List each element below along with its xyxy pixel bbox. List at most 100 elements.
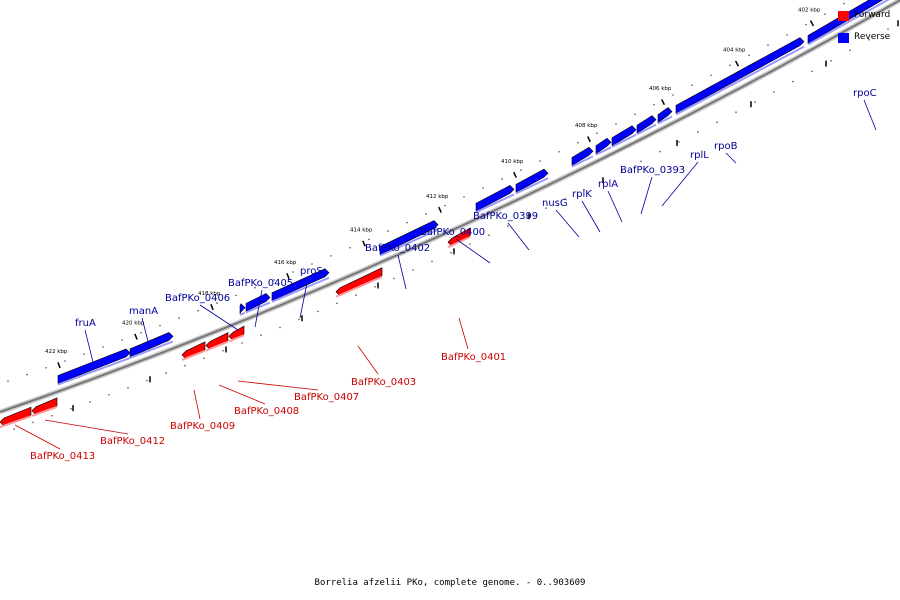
gene-features[interactable] xyxy=(0,0,900,428)
tick-mark xyxy=(362,240,366,247)
label-reverse-12-leader xyxy=(199,304,239,331)
gene-reverse-frua[interactable] xyxy=(57,348,131,384)
gene-reverse-bafpko-0405-shadow xyxy=(245,301,271,314)
guide-dot-upper xyxy=(482,187,484,189)
guide-dot-upper xyxy=(444,204,446,207)
tick-mark xyxy=(734,60,740,67)
guide-dot-lower xyxy=(279,326,281,329)
gene-forward-bafpko-0413-shadow xyxy=(0,415,32,428)
guide-dot-lower xyxy=(868,38,870,41)
label-forward-0-leader xyxy=(458,317,469,350)
gene-reverse-bafpko-0406[interactable] xyxy=(239,303,246,314)
gene-reverse-rpoc[interactable] xyxy=(807,0,900,44)
tick-label: 412 kbp xyxy=(426,194,449,200)
guide-dot-lower xyxy=(507,225,509,227)
guide-dot-upper xyxy=(406,221,408,224)
label-reverse-7: BafPKo_0399 xyxy=(473,211,538,222)
guide-dot-upper xyxy=(121,339,123,341)
label-reverse-10-leader xyxy=(299,277,309,319)
gene-reverse-rpla[interactable] xyxy=(611,125,637,147)
tick-mark xyxy=(660,99,666,106)
guide-dot-upper xyxy=(273,279,275,281)
gene-reverse-rpll[interactable] xyxy=(657,107,673,124)
guide-dot-upper xyxy=(710,74,712,77)
guide-dot-upper xyxy=(463,196,465,198)
label-reverse-1-leader xyxy=(725,152,737,164)
gene-reverse-bafpko-0399[interactable] xyxy=(515,168,549,193)
label-reverse-3-leader xyxy=(640,176,653,215)
guide-dot-upper xyxy=(102,346,104,348)
gene-reverse-bafpko-0402[interactable] xyxy=(379,220,439,256)
label-reverse-4-leader xyxy=(607,190,623,223)
guide-dot-upper xyxy=(539,160,541,162)
legend-item-forward: Forward xyxy=(838,9,890,22)
guide-dot-upper xyxy=(501,178,503,180)
guide-dot-lower xyxy=(222,349,224,352)
guide-dot-lower xyxy=(811,70,813,73)
guide-dot-upper xyxy=(349,246,351,249)
guide-dot-upper xyxy=(26,373,28,376)
gene-reverse-rpob[interactable] xyxy=(675,37,805,114)
gene-reverse-rpoc-shadow xyxy=(807,0,890,46)
guide-dot-upper xyxy=(786,34,788,36)
label-reverse-8-leader xyxy=(455,238,491,264)
tick-label: 408 kbp xyxy=(575,123,598,129)
guide-dot-upper xyxy=(577,141,579,144)
guide-dot-lower xyxy=(716,121,718,123)
gene-reverse-pros[interactable] xyxy=(271,268,330,302)
genome-backbone xyxy=(0,0,900,415)
gene-forward-bafpko-0403-shadow xyxy=(335,275,383,298)
tick-mark xyxy=(57,362,61,369)
guide-dot-lower xyxy=(830,60,832,62)
label-reverse-13-leader xyxy=(141,317,151,350)
guide-dot-upper xyxy=(824,13,826,15)
guide-dot-upper xyxy=(425,213,427,215)
guide-dot-upper xyxy=(596,132,598,134)
guide-dot-lower xyxy=(488,234,490,236)
guide-dot-lower xyxy=(298,318,300,321)
label-reverse-7-leader xyxy=(507,222,530,251)
guide-dot-lower xyxy=(564,198,566,200)
gene-reverse-bafpko-0406-shadow xyxy=(239,311,246,316)
guide-dot-upper xyxy=(634,113,636,116)
legend-item-reverse: Reverse xyxy=(838,31,890,44)
guide-dot-upper xyxy=(520,169,522,171)
guide-dot-upper xyxy=(767,44,769,46)
guide-dot-lower xyxy=(13,428,15,430)
guide-dot-lower xyxy=(431,260,433,263)
gene-reverse-mana[interactable] xyxy=(129,332,174,358)
guide-dot-lower xyxy=(697,131,699,133)
label-forward-1: BafPKo_0403 xyxy=(351,377,416,388)
guide-dot-upper xyxy=(178,317,180,319)
guide-dot-lower xyxy=(89,401,91,403)
label-reverse-2: rplL xyxy=(690,150,709,161)
guide-dot-lower xyxy=(260,334,262,337)
gene-reverse-bafpko-0393[interactable] xyxy=(636,115,657,134)
gene-reverse-rpla-shadow xyxy=(611,133,637,148)
tick-label: 422 kbp xyxy=(45,349,68,355)
guide-dot-upper xyxy=(254,286,256,289)
gene-reverse-bafpko-0400[interactable] xyxy=(475,185,515,212)
guide-dot-upper xyxy=(368,238,370,241)
guide-dot-lower xyxy=(127,386,129,389)
gene-reverse-bafpko-0405[interactable] xyxy=(245,293,271,312)
label-forward-0: BafPKo_0401 xyxy=(441,352,506,363)
label-forward-2: BafPKo_0407 xyxy=(294,392,359,403)
tick-mark xyxy=(286,273,290,280)
guide-dot-lower xyxy=(374,286,376,288)
guide-dot-lower xyxy=(108,394,110,396)
gene-reverse-nusg[interactable] xyxy=(571,146,594,167)
guide-dot-lower xyxy=(450,251,452,254)
tick-mark xyxy=(134,333,138,340)
guide-dot-lower xyxy=(241,342,243,344)
tick-mark xyxy=(438,206,442,213)
gene-reverse-rplk[interactable] xyxy=(595,137,612,155)
guide-dot-lower xyxy=(51,414,53,417)
tick-mark xyxy=(809,20,815,27)
guide-dot-lower xyxy=(792,80,794,83)
guide-dot-upper xyxy=(729,64,731,67)
tick-label: 402 kbp xyxy=(798,7,821,13)
label-reverse-9: BafPKo_0402 xyxy=(365,243,430,254)
backbone-line xyxy=(0,0,900,413)
tick-label: 404 kbp xyxy=(723,48,746,54)
